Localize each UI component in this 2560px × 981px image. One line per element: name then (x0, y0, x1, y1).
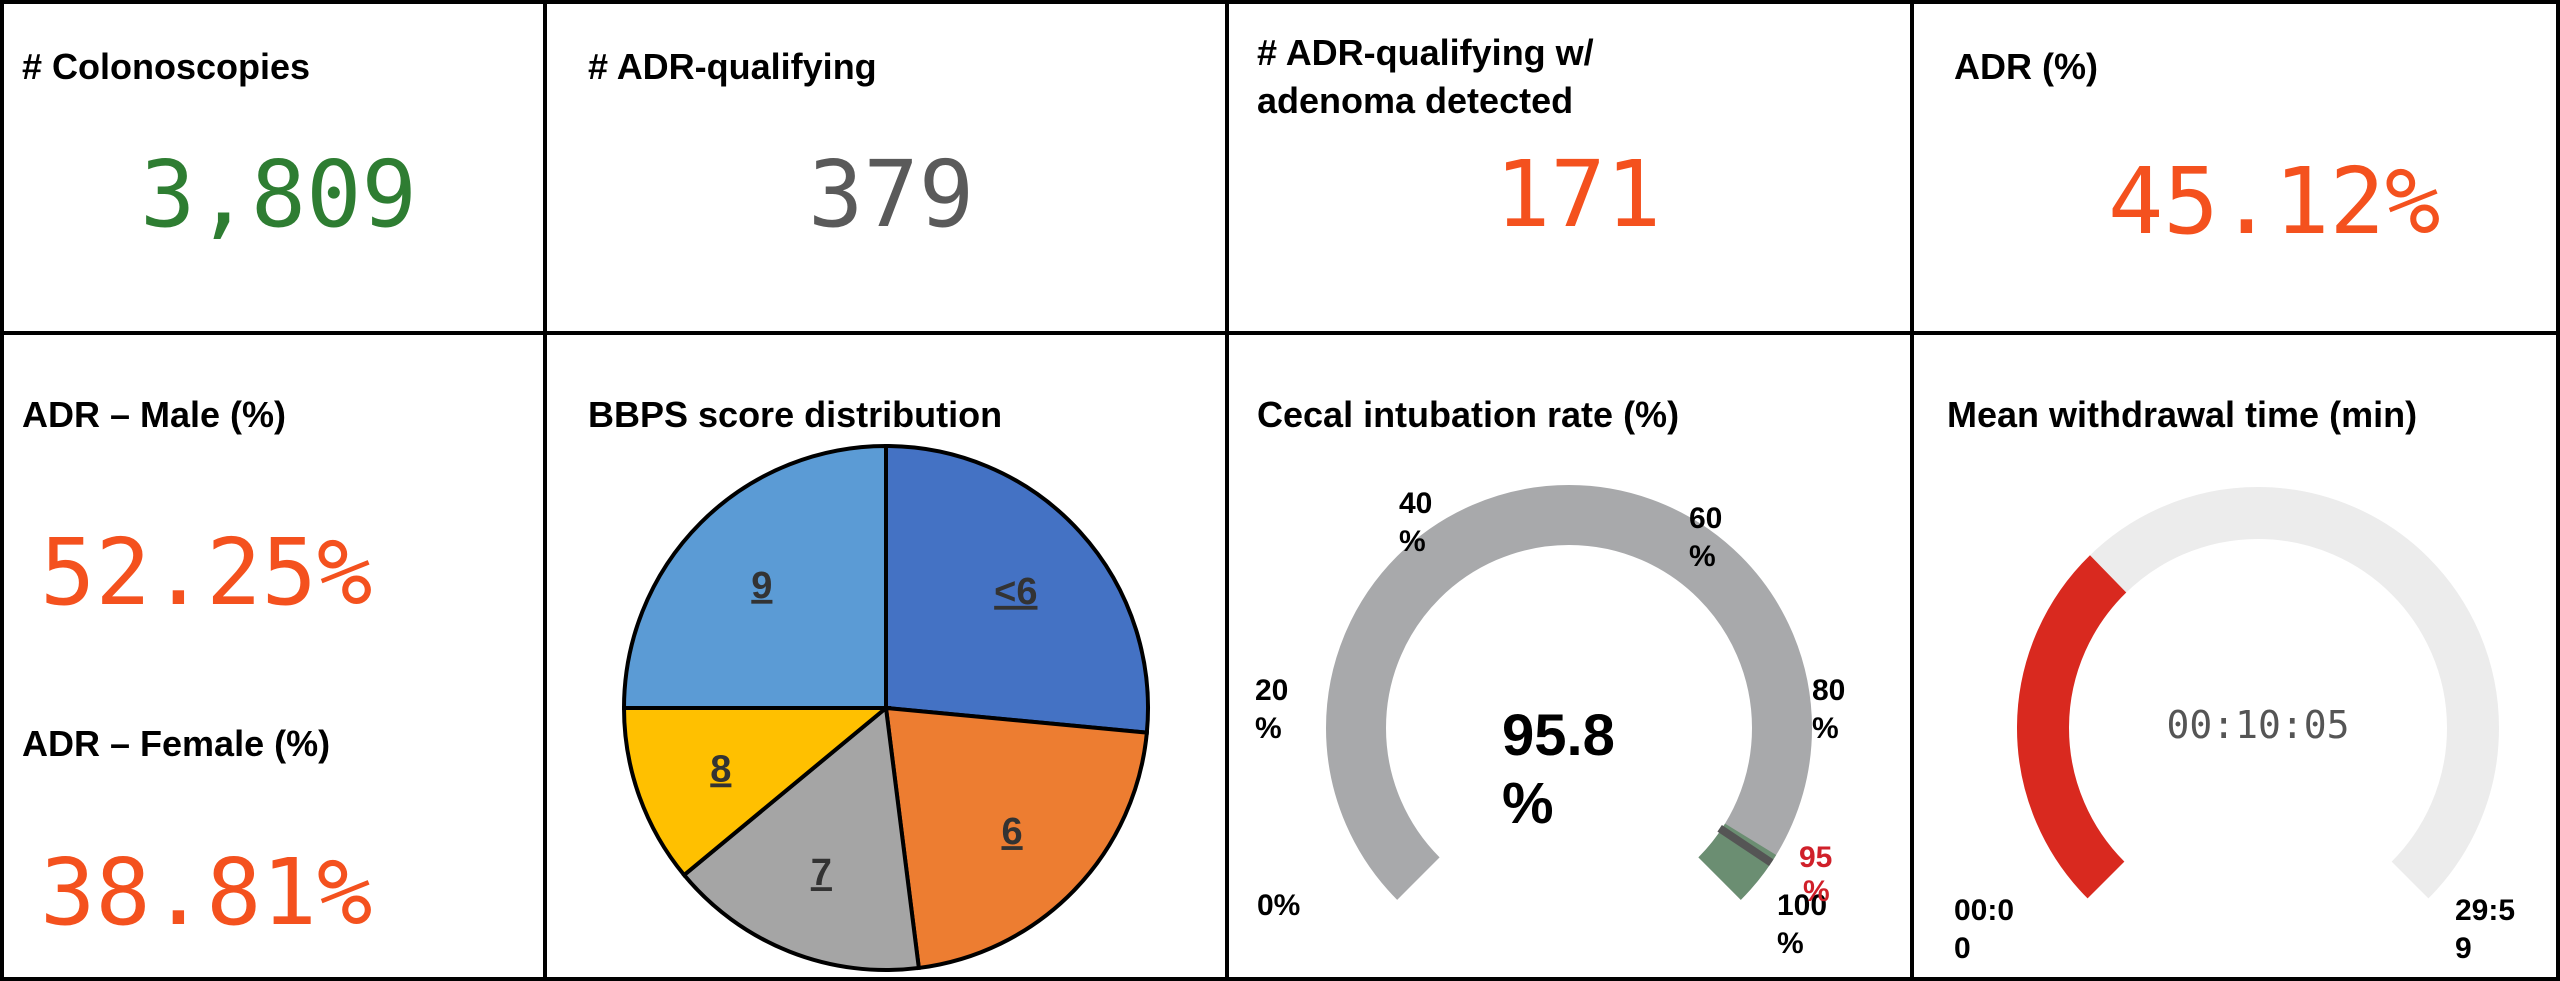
cecal-gauge-track (1326, 485, 1812, 900)
grid-col-divider-1 (543, 0, 547, 981)
cecal-tick-label-100: 100 (1777, 889, 1827, 922)
pie-slice-3 (621, 706, 892, 878)
bbps-title: BBPS score distribution (588, 394, 1003, 435)
tile-adr-male-title: ADR – Male (%) (22, 394, 287, 435)
cecal-target-unit: % (1803, 875, 1830, 908)
cecal-tick-unit-60: % (1689, 540, 1716, 573)
tile-adr-qualifying: # ADR-qualifying 379 (545, 0, 1227, 333)
tile-adr-adenoma-title-line1: # ADR-qualifying w/ (1257, 32, 1594, 73)
grid-col-divider-2 (1225, 0, 1229, 981)
tile-adr-adenoma-value: 171 (1495, 141, 1662, 248)
tile-adr-pct: ADR (%) 45.12% (1912, 0, 2560, 333)
cecal-value-label: 95.8 (1502, 703, 1615, 768)
withdrawal-gauge-fill (2017, 555, 2127, 899)
grid-left-border (0, 0, 4, 981)
tile-colonoscopies: # Colonoscopies 3,809 (0, 0, 545, 333)
cecal-tick-unit-20: % (1255, 712, 1282, 745)
bbps-pie-chart: <6 6 7 8 9 (621, 443, 1150, 972)
pie-slice-0 (884, 443, 1150, 735)
tile-adr-male-value: 52.25% (40, 519, 373, 626)
pie-label-4: 9 (751, 565, 772, 607)
tile-adr-qualifying-title: # ADR-qualifying (588, 46, 877, 87)
tile-adr-pct-value: 45.12% (2108, 148, 2441, 255)
tile-bbps: BBPS score distribution <6 6 7 8 9 (545, 333, 1227, 981)
grid-col-divider-3 (1910, 0, 1914, 981)
cecal-target-label: 95 (1799, 841, 1832, 874)
withdrawal-gauge: 00:10:05 00:0 0 29:5 9 (1954, 487, 2515, 965)
grid-top-border (0, 0, 2560, 4)
cecal-tick-label-40: 40 (1399, 487, 1432, 520)
cecal-gauge: 95.8 % 0%20%40%60%80%100% 95 % (1255, 485, 1845, 960)
tile-adr-female-value: 38.81% (40, 839, 373, 946)
cecal-target-band (1697, 823, 1777, 900)
cecal-tick-unit-40: % (1399, 525, 1426, 558)
pie-slice-2 (681, 704, 922, 972)
cecal-title: Cecal intubation rate (%) (1257, 394, 1680, 435)
withdrawal-gauge-track (2017, 487, 2499, 899)
cecal-value-unit: % (1502, 771, 1554, 836)
cecal-tick-label-60: 60 (1689, 502, 1722, 535)
pie-slice-1 (883, 705, 1150, 971)
tile-colonoscopies-title: # Colonoscopies (22, 46, 311, 87)
cecal-tick-unit-100: % (1777, 927, 1804, 960)
tile-adr-female-title: ADR – Female (%) (22, 723, 331, 764)
pie-label-1: 6 (1001, 811, 1022, 853)
withdrawal-max-label-2: 9 (2455, 932, 2472, 965)
tile-adr-pct-title: ADR (%) (1954, 46, 2098, 87)
withdrawal-min-label-2: 0 (1954, 932, 1971, 965)
withdrawal-max-label: 29:5 (2455, 894, 2515, 927)
cecal-tick-label-0: 0% (1257, 889, 1300, 922)
cecal-tick-unit-80: % (1812, 712, 1839, 745)
pie-label-3: 8 (710, 748, 731, 790)
withdrawal-value-label: 00:10:05 (2166, 703, 2349, 747)
tile-adr-sex: ADR – Male (%) 52.25% ADR – Female (%) 3… (0, 333, 545, 981)
pie-slice-4 (621, 443, 888, 710)
pie-label-0: <6 (994, 571, 1037, 613)
cecal-tick-label-80: 80 (1812, 674, 1845, 707)
tile-cecal: Cecal intubation rate (%) 95.8 % 0% 20% 40… (1227, 333, 1912, 981)
tile-adr-adenoma-title-line2: adenoma detected (1257, 80, 1574, 121)
grid-bottom-border (0, 977, 2560, 981)
withdrawal-min-label: 00:0 (1954, 894, 2014, 927)
tile-adr-qualifying-value: 379 (808, 141, 975, 248)
grid-right-border (2556, 0, 2560, 981)
tile-colonoscopies-value: 3,809 (140, 141, 417, 248)
cecal-target-marker (1717, 824, 1774, 867)
cecal-tick-label-20: 20 (1255, 674, 1288, 707)
withdrawal-title: Mean withdrawal time (min) (1947, 394, 2418, 435)
grid-row-divider (0, 331, 2560, 335)
pie-label-2: 7 (811, 852, 832, 894)
tile-adr-adenoma: # ADR-qualifying w/ adenoma detected 171 (1227, 0, 1912, 333)
tile-withdrawal: Mean withdrawal time (min) 00:10:05 00:0… (1912, 333, 2560, 981)
